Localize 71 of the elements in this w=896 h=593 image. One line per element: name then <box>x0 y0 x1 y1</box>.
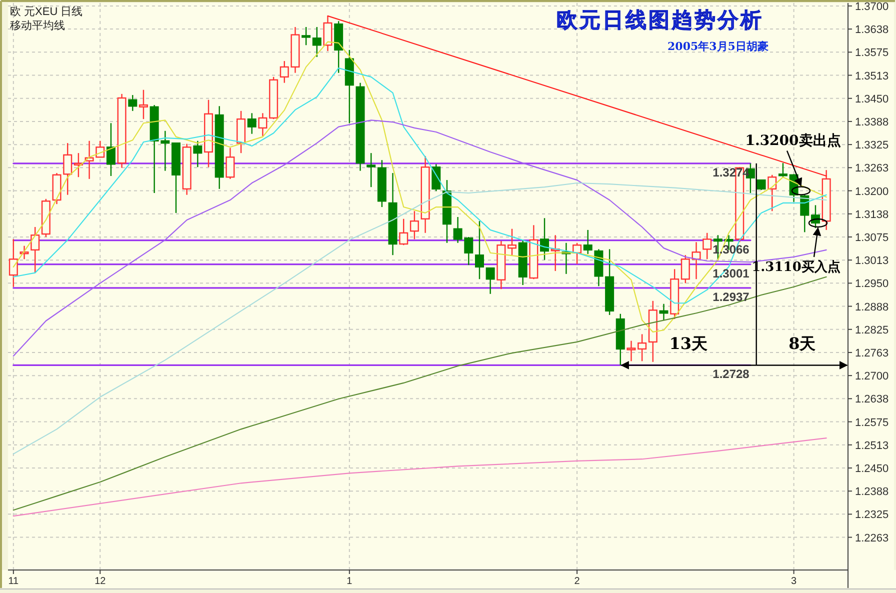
annotation: 移动平均线 <box>10 19 65 32</box>
annotation: 欧 元XEU 日线 <box>10 5 83 18</box>
candlestick <box>302 26 311 46</box>
candlestick <box>474 220 484 280</box>
y-tick-label: 1.3325 <box>855 140 889 152</box>
candlestick <box>659 303 668 321</box>
candlestick <box>106 122 116 177</box>
candlestick <box>508 228 516 256</box>
candlestick <box>193 140 202 168</box>
y-tick-label: 1.3200 <box>855 186 889 198</box>
text: 2005年3月5日胡豪 <box>668 40 768 53</box>
candlestick <box>540 218 550 260</box>
line-series <box>12 182 827 454</box>
annotation: 8天 <box>788 334 817 354</box>
y-tick-label: 1.3075 <box>855 232 889 244</box>
candlestick <box>30 226 40 274</box>
y-tick-label: 1.2388 <box>855 486 889 498</box>
candlestick <box>756 179 766 191</box>
y-tick-label: 1.2763 <box>855 347 889 360</box>
candlestick <box>366 152 376 188</box>
candlestick <box>768 174 777 212</box>
y-tick-label: 1.3638 <box>855 24 889 36</box>
line-series <box>12 120 827 357</box>
candlestick <box>638 334 647 362</box>
candlestick <box>583 229 592 255</box>
y-tick-label: 1.2325 <box>855 509 889 522</box>
candlestick <box>226 147 235 180</box>
annotation: 1.2937 <box>712 290 750 304</box>
candlestick <box>63 142 72 196</box>
x-tick-label: 1 <box>346 576 353 587</box>
y-tick-label: 1.2950 <box>855 278 889 290</box>
y-tick-label: 1.2450 <box>855 462 889 475</box>
x-tick-label: 2 <box>574 576 580 587</box>
y-tick-label: 1.3388 <box>855 116 889 128</box>
x-tick-label: 3 <box>791 576 798 587</box>
y-tick-label: 1.2700 <box>855 370 889 383</box>
annotation: 1.2728 <box>712 367 750 382</box>
y-tick-label: 1.3013 <box>855 255 889 268</box>
x-tick-label: 12 <box>94 576 106 587</box>
candlestick <box>778 162 788 178</box>
y-tick-label: 1.3138 <box>855 208 889 221</box>
y-tick-label: 1.3263 <box>855 162 889 175</box>
line-series <box>12 276 827 511</box>
y-tick-label: 1.3700 <box>855 0 889 13</box>
candlestick <box>626 340 636 362</box>
y-tick-label: 1.2263 <box>855 532 889 544</box>
candlestick <box>247 112 256 134</box>
candlestick <box>399 218 408 246</box>
line-series <box>12 437 827 517</box>
candlestick <box>138 89 148 120</box>
candlestick <box>128 94 138 112</box>
y-tick-label: 1.2825 <box>855 324 889 336</box>
y-tick-label: 1.2638 <box>855 394 889 406</box>
candlestick <box>312 26 322 58</box>
candlestick <box>410 210 419 240</box>
y-tick-label: 1.3450 <box>855 93 889 106</box>
x-tick-label: 11 <box>8 576 20 587</box>
y-tick-label: 1.3513 <box>855 70 889 82</box>
candlestick <box>486 267 495 294</box>
candlestick <box>800 194 810 233</box>
chart-title: 欧元日线图趋势分析 <box>556 7 764 32</box>
candlestick <box>680 254 690 284</box>
annotation: 13天 <box>669 334 709 354</box>
candlestick <box>323 15 332 52</box>
y-tick-label: 1.2888 <box>855 301 889 314</box>
y-tick-label: 1.2513 <box>855 440 889 452</box>
y-tick-label: 1.2575 <box>855 416 889 429</box>
candlestick <box>258 112 268 137</box>
annotation: 1.3200卖出点 <box>745 132 841 149</box>
candlestick <box>702 232 712 260</box>
y-tick-label: 1.3575 <box>855 47 889 60</box>
